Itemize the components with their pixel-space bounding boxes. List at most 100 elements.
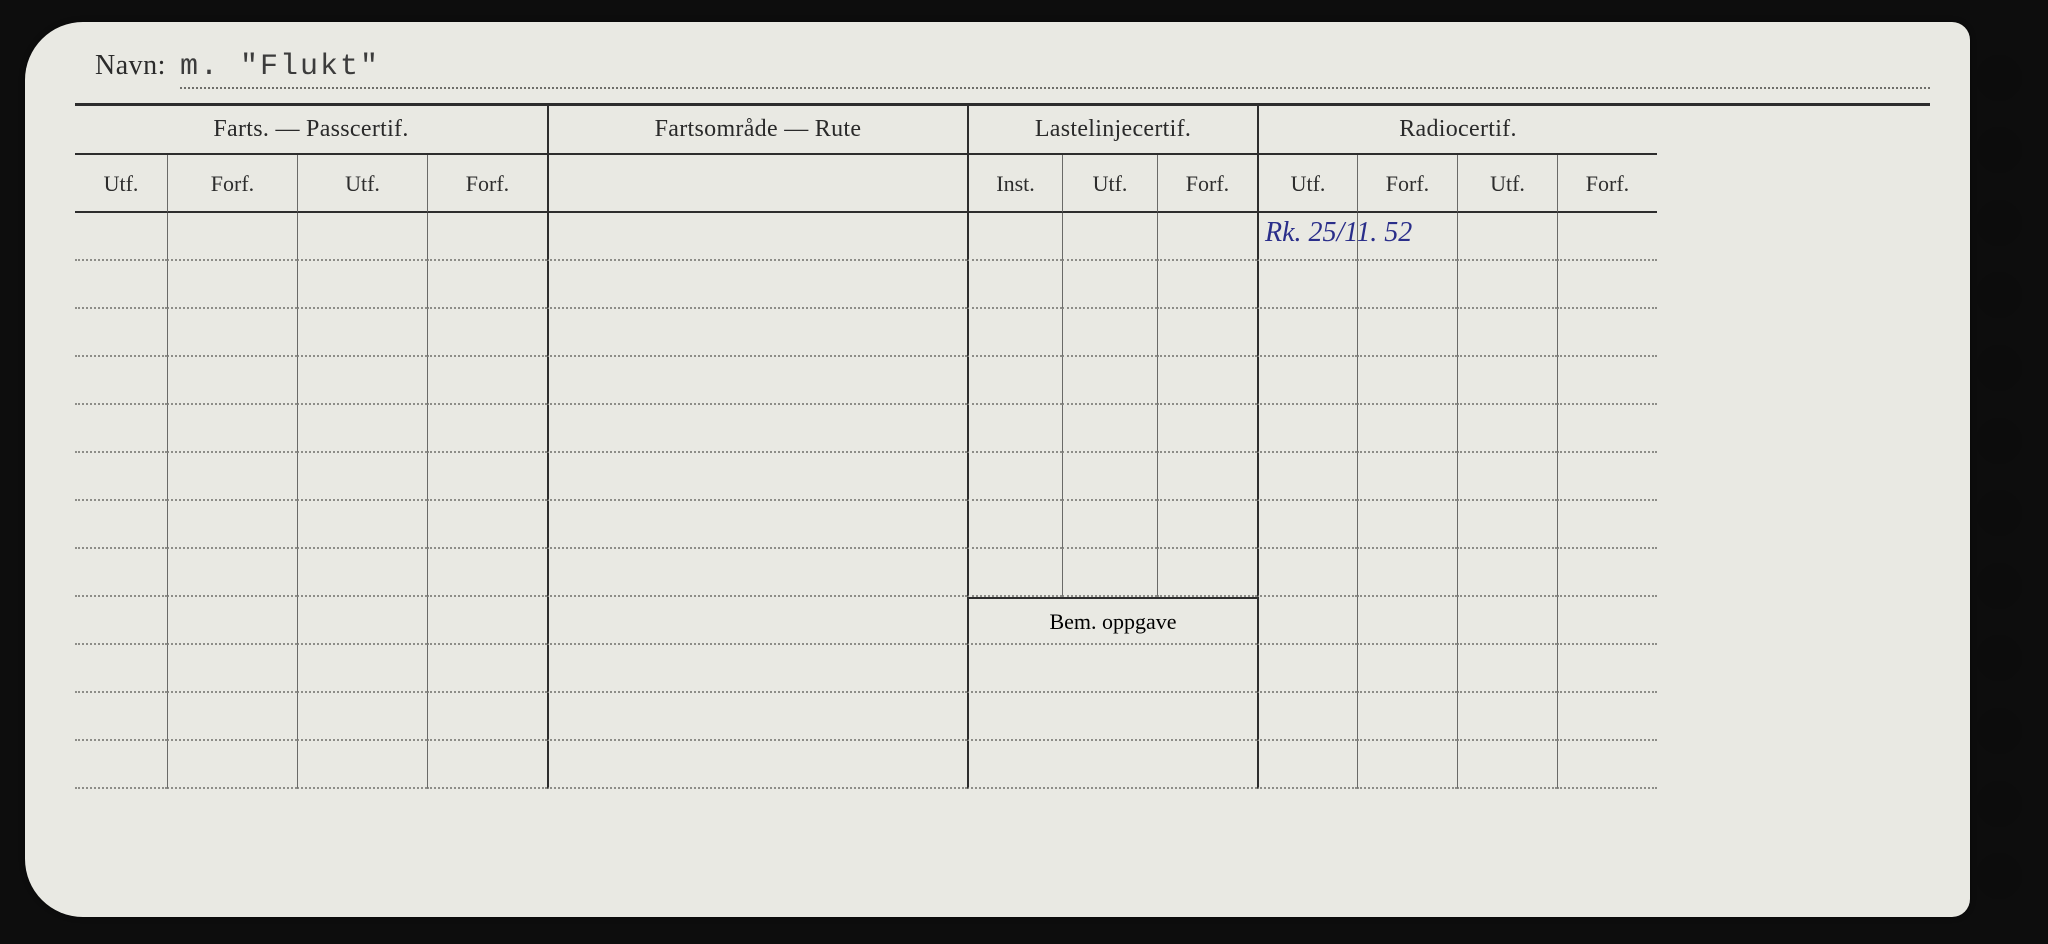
table-cell [1457, 261, 1557, 309]
punch-hole [1976, 853, 2022, 899]
table-cell [427, 405, 547, 453]
table-cell [1257, 693, 1357, 741]
table-cell [1557, 549, 1657, 597]
table-cell [1357, 501, 1457, 549]
table-cell [167, 693, 297, 741]
table-cell: Rk. 25/11. 52 [1257, 213, 1357, 261]
punch-hole [1976, 55, 2022, 101]
table-cell [1157, 453, 1257, 501]
table-cell [1157, 309, 1257, 357]
table-cell [1157, 213, 1257, 261]
table-cell [1557, 741, 1657, 789]
table-cell [1157, 501, 1257, 549]
hdr-radio: Radiocertif. [1257, 106, 1657, 155]
table-cell [1557, 453, 1657, 501]
table-cell [1557, 405, 1657, 453]
table-cell [1457, 309, 1557, 357]
table-cell [1257, 309, 1357, 357]
table-cell [547, 357, 967, 405]
table-cell [1062, 261, 1157, 309]
table-cell [167, 453, 297, 501]
hdr-route: Fartsområde — Rute [547, 106, 967, 155]
table-cell [1357, 309, 1457, 357]
table-cell [1457, 693, 1557, 741]
table-cell [1062, 213, 1157, 261]
table-cell [427, 453, 547, 501]
index-card: Navn: m. "Flukt" Farts. — Passcertif. Fa… [25, 22, 1970, 917]
navn-row: Navn: m. "Flukt" [75, 50, 1930, 89]
table-cell [1457, 741, 1557, 789]
table-cell [547, 501, 967, 549]
table-cell [967, 309, 1062, 357]
table-cell [1357, 357, 1457, 405]
table-cell [1257, 357, 1357, 405]
table-cell [1357, 453, 1457, 501]
punch-hole [1976, 708, 2022, 754]
table-cell [967, 261, 1062, 309]
table-cell [1257, 405, 1357, 453]
punch-hole [1976, 490, 2022, 536]
table-cell [547, 261, 967, 309]
sub-route-blank [547, 155, 967, 213]
table-cell [967, 453, 1062, 501]
punch-hole [1976, 418, 2022, 464]
table-cell [297, 549, 427, 597]
table-cell [167, 213, 297, 261]
sub-farts-utf2: Utf. [297, 155, 427, 213]
table-cell [1062, 357, 1157, 405]
table-cell [427, 693, 547, 741]
table-cell [167, 741, 297, 789]
punch-hole [1976, 345, 2022, 391]
punch-hole [1976, 563, 2022, 609]
table-cell [75, 453, 167, 501]
table-cell [427, 597, 547, 645]
table-cell [547, 741, 967, 789]
table-cell [167, 261, 297, 309]
punch-hole [1976, 781, 2022, 827]
table-cell [297, 597, 427, 645]
table-cell [75, 405, 167, 453]
table-cell [1257, 741, 1357, 789]
table-cell [1357, 597, 1457, 645]
table-cell [1457, 597, 1557, 645]
table-cell [547, 213, 967, 261]
sub-laste-utf: Utf. [1062, 155, 1157, 213]
punch-hole [1976, 635, 2022, 681]
table-cell [1062, 549, 1157, 597]
table-cell [1357, 549, 1457, 597]
table-cell [75, 645, 167, 693]
table-cell [1157, 549, 1257, 597]
navn-label: Navn: [95, 50, 166, 82]
table-cell [297, 309, 427, 357]
table-cell [297, 357, 427, 405]
table-cell [75, 597, 167, 645]
table-cell [75, 741, 167, 789]
table-cell [297, 213, 427, 261]
table-cell [75, 213, 167, 261]
table-cell [297, 645, 427, 693]
table-cell [1357, 741, 1457, 789]
table-cell [427, 357, 547, 405]
table-cell [547, 549, 967, 597]
bem-oppgave-label: Bem. oppgave [967, 597, 1257, 645]
table-cell [967, 501, 1062, 549]
table-cell [427, 741, 547, 789]
sub-laste-forf: Forf. [1157, 155, 1257, 213]
bem-oppgave-cell [967, 693, 1257, 741]
table-cell [1062, 501, 1157, 549]
table-cell [297, 693, 427, 741]
table-cell [167, 501, 297, 549]
table-cell [75, 309, 167, 357]
table-cell [297, 741, 427, 789]
table-cell [967, 405, 1062, 453]
table-cell [167, 309, 297, 357]
table-cell [1357, 693, 1457, 741]
table-cell [1257, 597, 1357, 645]
table-cell [1457, 405, 1557, 453]
sub-farts-utf1: Utf. [75, 155, 167, 213]
table-cell [427, 501, 547, 549]
table-cell [1557, 693, 1657, 741]
table-cell [1457, 501, 1557, 549]
sub-radio-forf1: Forf. [1357, 155, 1457, 213]
table-cell [1157, 357, 1257, 405]
